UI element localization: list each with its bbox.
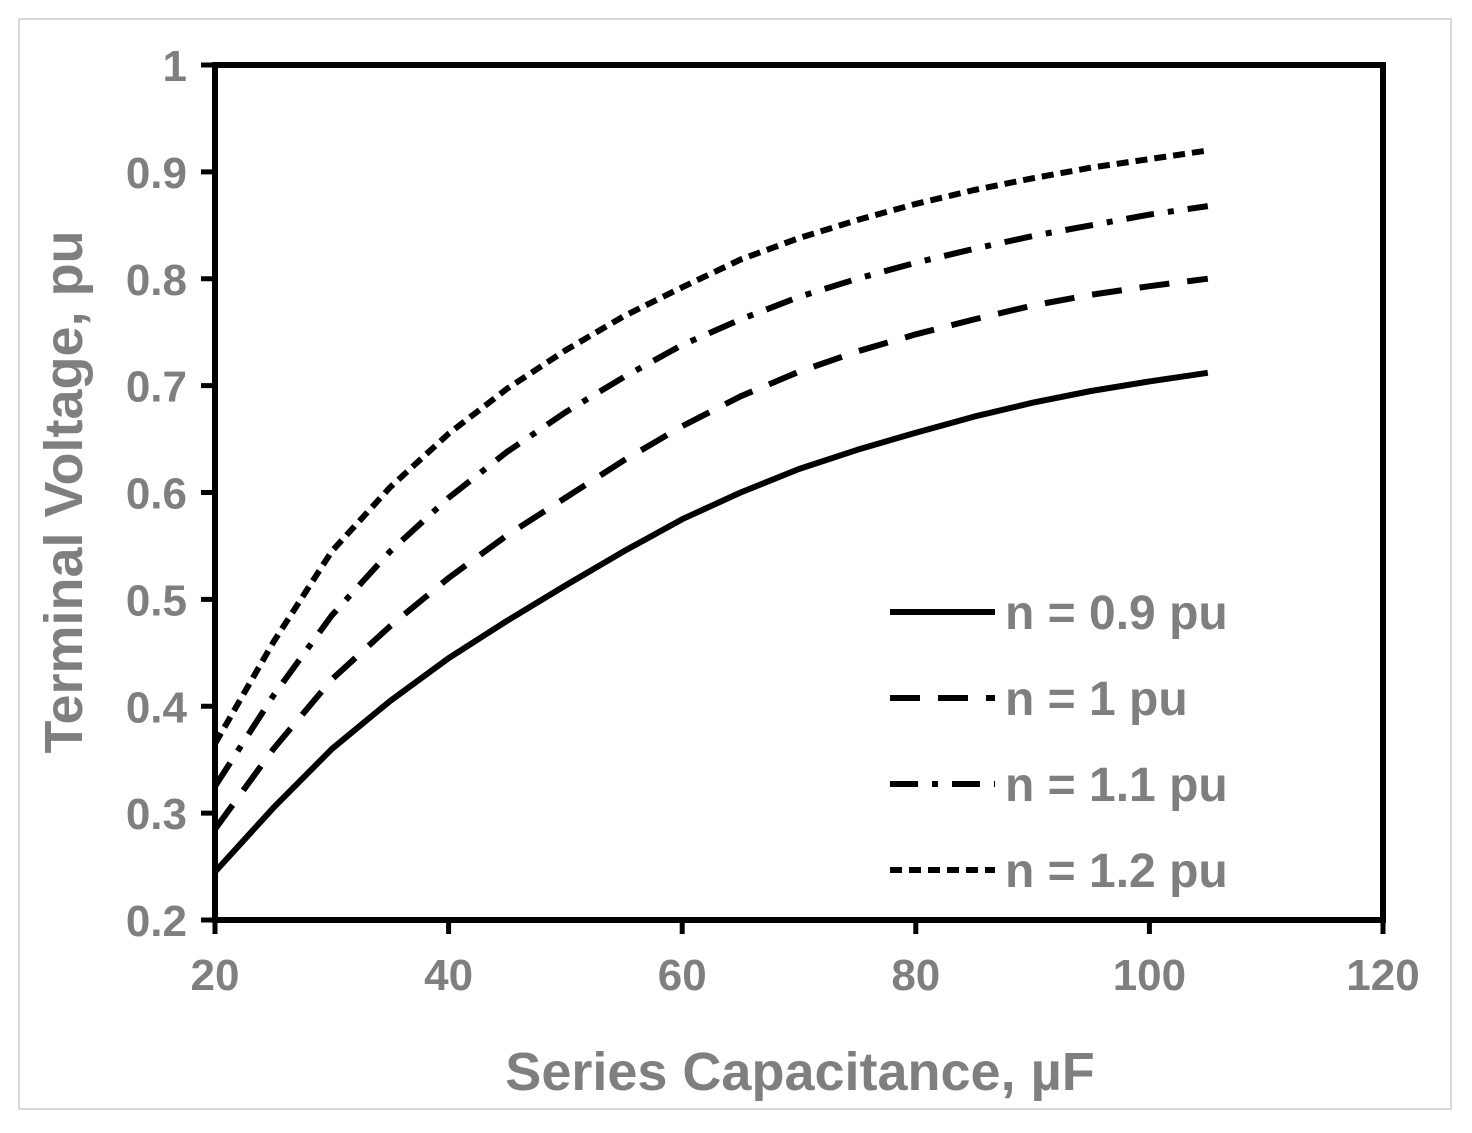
legend-label-2: n = 1 pu [1005,673,1188,726]
x-axis-ticks: 20 40 60 80 100 120 [191,920,1420,1000]
legend-label-4: n = 1.2 pu [1005,845,1228,898]
series-layer [212,147,1209,874]
y-tick-label: 0.8 [126,256,187,305]
series-line-4 [212,147,1209,746]
series-line-3 [212,203,1209,789]
y-tick-label: 0.2 [126,897,187,946]
y-tick-label: 1 [163,42,187,91]
x-tick-label: 80 [891,951,940,1000]
y-tick-label: 0.3 [126,790,187,839]
series-line-2 [212,275,1209,831]
y-tick-label: 0.4 [126,683,188,732]
x-tick-label: 100 [1113,951,1186,1000]
x-tick-label: 120 [1346,951,1419,1000]
x-tick-label: 20 [191,951,240,1000]
y-axis-ticks: 0.2 0.3 0.4 0.5 0.6 0.7 0.8 0.9 1 [126,42,215,946]
y-tick-label: 0.5 [126,576,187,625]
legend: n = 0.9 pu n = 1 pu n = 1.1 pu n = 1.2 pu [890,587,1228,898]
x-tick-label: 40 [424,951,473,1000]
x-axis-title: Series Capacitance, µF [505,1042,1094,1102]
plot-area: 20 40 60 80 100 120 0.2 0.3 0.4 0.5 0.6 0.7 0.8 0.9 1 [126,42,1420,1000]
legend-label-3: n = 1.1 pu [1005,759,1228,812]
y-tick-label: 0.7 [126,363,187,412]
legend-label-1: n = 0.9 pu [1005,587,1228,640]
x-tick-label: 60 [658,951,707,1000]
series-line-1 [212,369,1209,874]
y-tick-label: 0.6 [126,470,187,519]
chart-frame [18,18,1452,1110]
y-axis-title: Terminal Voltage, pu [34,230,94,753]
y-tick-label: 0.9 [126,149,187,198]
